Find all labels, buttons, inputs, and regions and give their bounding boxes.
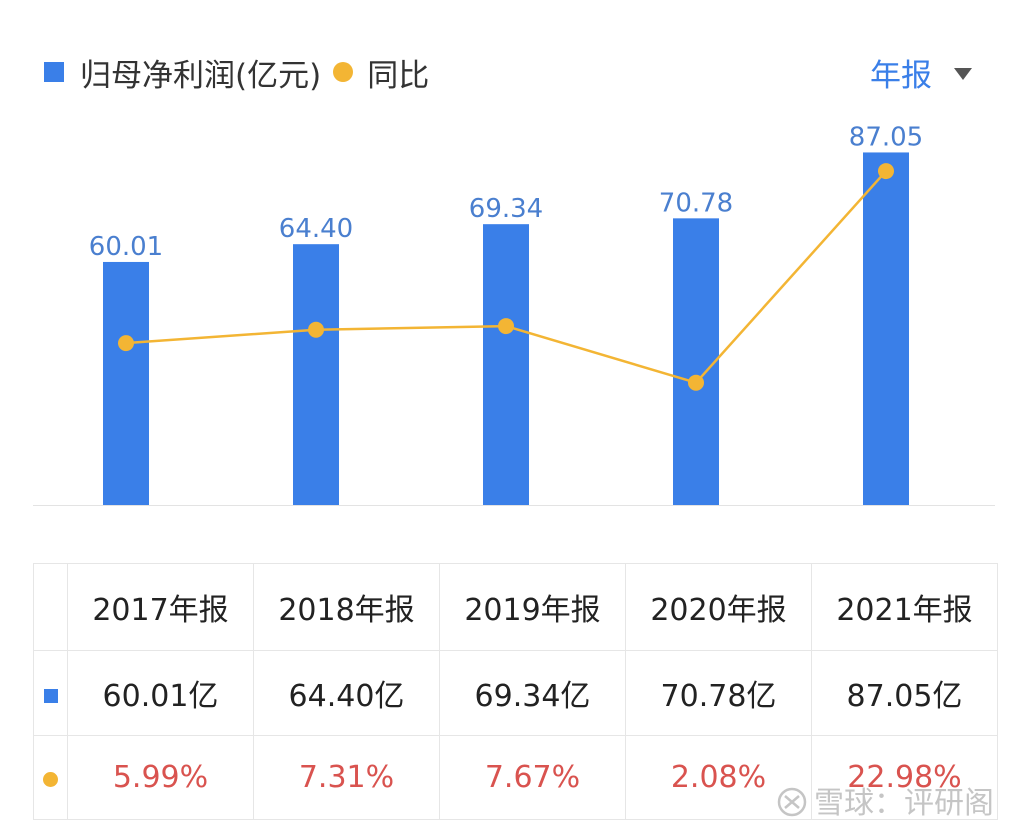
yoy-point-2018年报 bbox=[308, 321, 324, 338]
bar-2018年报 bbox=[293, 244, 339, 505]
yoy-2017: 5.99% bbox=[67, 735, 254, 820]
yoy-2020: 2.08% bbox=[625, 735, 812, 820]
bar-label-2020年报: 70.78 bbox=[659, 188, 733, 218]
yoy-2021: 22.98% bbox=[811, 735, 998, 820]
profit-2021: 87.05亿 bbox=[811, 650, 998, 736]
watermark: 雪球：评研阁 bbox=[776, 778, 994, 822]
data-table: 2017年报 2018年报 2019年报 2020年报 2021年报 60.01… bbox=[33, 563, 998, 820]
header-2019: 2019年报 bbox=[439, 563, 626, 651]
profit-2017: 60.01亿 bbox=[67, 650, 254, 736]
watermark-text: 雪球：评研阁 bbox=[814, 786, 994, 821]
yoy-point-2017年报 bbox=[118, 335, 134, 352]
bar-label-2019年报: 69.34 bbox=[469, 194, 543, 224]
header-2020: 2020年报 bbox=[625, 563, 812, 651]
table-corner-cell bbox=[33, 563, 68, 651]
yoy-marker-cell bbox=[33, 735, 68, 820]
profit-2018: 64.40亿 bbox=[253, 650, 440, 736]
bar-series-marker-icon bbox=[43, 688, 58, 703]
bar-label-2021年报: 87.05 bbox=[849, 122, 923, 152]
line-series-marker-icon bbox=[43, 772, 58, 787]
yoy-point-2019年报 bbox=[498, 318, 514, 335]
bar-label-2018年报: 64.40 bbox=[279, 214, 353, 244]
bar-label-2017年报: 60.01 bbox=[89, 232, 163, 262]
table-row-profit: 60.01亿 64.40亿 69.34亿 70.78亿 87.05亿 bbox=[33, 650, 998, 736]
table-header-row: 2017年报 2018年报 2019年报 2020年报 2021年报 bbox=[33, 563, 998, 651]
table-row-yoy: 5.99% 7.31% 7.67% 2.08% 22.98% bbox=[33, 735, 998, 820]
profit-2020: 70.78亿 bbox=[625, 650, 812, 736]
period-label: 年报 bbox=[870, 57, 932, 94]
yoy-2019: 7.67% bbox=[439, 735, 626, 820]
legend-line-label: 同比 bbox=[367, 57, 430, 94]
yoy-point-2020年报 bbox=[688, 374, 704, 391]
bar-2017年报 bbox=[103, 261, 149, 505]
chart-legend: 归母净利润(亿元) 同比 bbox=[44, 50, 429, 94]
header-2018: 2018年报 bbox=[253, 563, 440, 651]
chevron-down-icon bbox=[954, 68, 972, 80]
yoy-point-2021年报 bbox=[878, 163, 894, 180]
legend-bar-label: 归母净利润(亿元) bbox=[80, 57, 322, 94]
xueqiu-logo-icon bbox=[777, 787, 807, 817]
bar-2019年报 bbox=[483, 224, 529, 505]
legend-bar-swatch bbox=[44, 62, 64, 82]
period-selector[interactable]: 年报 bbox=[870, 50, 972, 94]
profit-2019: 69.34亿 bbox=[439, 650, 626, 736]
profit-chart: 60.01 64.40 69.34 70.78 87.05 bbox=[33, 122, 995, 506]
header-2021: 2021年报 bbox=[811, 563, 998, 651]
yoy-2018: 7.31% bbox=[253, 735, 440, 820]
bar-2020年报 bbox=[673, 218, 719, 505]
profit-marker-cell bbox=[33, 650, 68, 736]
header-2017: 2017年报 bbox=[67, 563, 254, 651]
bar-2021年报 bbox=[863, 152, 909, 505]
legend-line-swatch bbox=[333, 62, 354, 82]
